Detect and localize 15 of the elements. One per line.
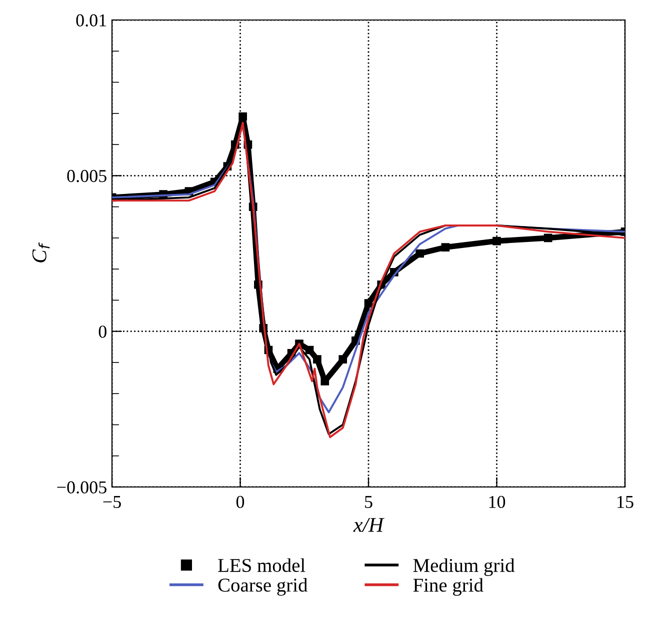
legend-label: Coarse grid [218, 578, 308, 596]
x-tick-label: 0 [236, 496, 244, 508]
x-tick-label: 5 [365, 496, 372, 508]
y-axis-title: C$_{f}$ [32, 242, 50, 262]
x-tick-label: −5 [103, 496, 121, 508]
x-axis-title: x/H [353, 518, 384, 532]
y-tick-label: 0.005 [67, 170, 106, 182]
x-tick-label: 15 [618, 496, 634, 508]
legend-label: Medium grid [413, 558, 515, 576]
y-tick-label: 0.01 [76, 14, 106, 27]
legend-label: LES model [218, 558, 306, 572]
legend-label: Fine grid [413, 578, 484, 596]
y-tick-label: 0 [98, 326, 106, 338]
y-tick-label: −0.005 [57, 481, 106, 494]
x-tick-label: 10 [489, 496, 506, 508]
